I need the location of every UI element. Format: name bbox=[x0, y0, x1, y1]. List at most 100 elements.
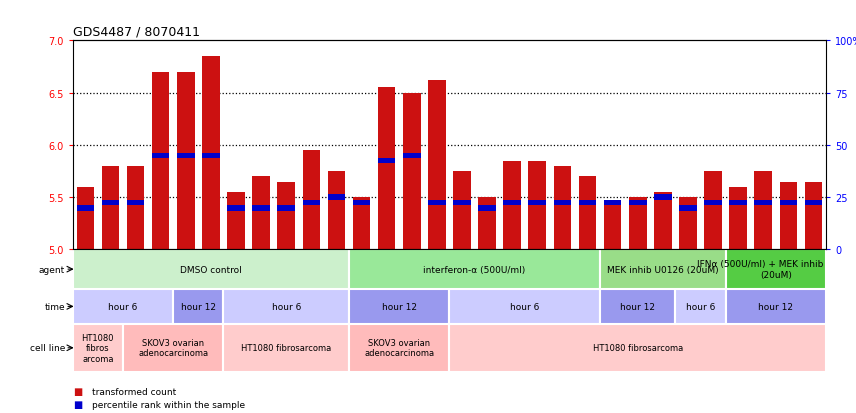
Bar bbox=[704, 200, 722, 206]
Bar bbox=[102, 166, 119, 250]
Bar bbox=[403, 93, 420, 250]
Bar bbox=[554, 200, 571, 206]
Text: hour 12: hour 12 bbox=[621, 302, 655, 311]
Bar bbox=[349, 289, 449, 324]
Text: GDS4487 / 8070411: GDS4487 / 8070411 bbox=[73, 26, 199, 39]
Bar bbox=[805, 182, 823, 250]
Bar bbox=[675, 289, 726, 324]
Bar bbox=[202, 153, 220, 159]
Text: hour 6: hour 6 bbox=[271, 302, 300, 311]
Text: SKOV3 ovarian
adenocarcinoma: SKOV3 ovarian adenocarcinoma bbox=[364, 338, 434, 358]
Bar bbox=[377, 88, 395, 250]
Bar bbox=[579, 177, 597, 250]
Bar bbox=[449, 289, 600, 324]
Bar bbox=[76, 205, 94, 211]
Bar bbox=[223, 324, 349, 372]
Bar bbox=[729, 200, 747, 206]
Text: HT1080 fibrosarcoma: HT1080 fibrosarcoma bbox=[592, 344, 683, 352]
Bar bbox=[805, 200, 823, 206]
Bar bbox=[729, 188, 747, 250]
Text: HT1080
fibros
arcoma: HT1080 fibros arcoma bbox=[81, 333, 114, 363]
Bar bbox=[349, 324, 449, 372]
Bar bbox=[603, 200, 621, 206]
Bar bbox=[353, 200, 371, 206]
Bar bbox=[654, 195, 672, 201]
Text: hour 6: hour 6 bbox=[109, 302, 138, 311]
Bar bbox=[754, 172, 772, 250]
Bar bbox=[503, 200, 521, 206]
Bar bbox=[177, 73, 194, 250]
Text: hour 6: hour 6 bbox=[510, 302, 539, 311]
Text: hour 12: hour 12 bbox=[181, 302, 216, 311]
Bar bbox=[302, 200, 320, 206]
Bar bbox=[253, 205, 270, 211]
Text: IFNα (500U/ml) + MEK inhib U0126
(20uM): IFNα (500U/ml) + MEK inhib U0126 (20uM) bbox=[697, 260, 855, 279]
Bar bbox=[277, 205, 295, 211]
Bar bbox=[453, 200, 471, 206]
Text: ■: ■ bbox=[73, 387, 82, 396]
Bar bbox=[377, 158, 395, 164]
Bar bbox=[503, 161, 521, 250]
Bar bbox=[479, 198, 496, 250]
Bar bbox=[554, 166, 571, 250]
Bar bbox=[528, 200, 546, 206]
Bar bbox=[403, 153, 420, 159]
Bar bbox=[177, 153, 194, 159]
Bar bbox=[127, 200, 145, 206]
Bar bbox=[328, 195, 345, 201]
Text: hour 12: hour 12 bbox=[382, 302, 417, 311]
Text: ■: ■ bbox=[73, 399, 82, 409]
Bar bbox=[600, 250, 726, 289]
Bar bbox=[152, 73, 169, 250]
Bar bbox=[173, 289, 223, 324]
Bar bbox=[679, 198, 697, 250]
Bar bbox=[726, 289, 826, 324]
Bar bbox=[127, 166, 145, 250]
Bar bbox=[428, 81, 446, 250]
Bar bbox=[704, 172, 722, 250]
Bar bbox=[328, 172, 345, 250]
Bar bbox=[479, 205, 496, 211]
Bar bbox=[780, 200, 797, 206]
Bar bbox=[629, 198, 646, 250]
Text: cell line: cell line bbox=[30, 344, 65, 352]
Bar bbox=[726, 250, 826, 289]
Text: HT1080 fibrosarcoma: HT1080 fibrosarcoma bbox=[241, 344, 331, 352]
Text: interferon-α (500U/ml): interferon-α (500U/ml) bbox=[424, 265, 526, 274]
Bar bbox=[73, 289, 173, 324]
Bar bbox=[102, 200, 119, 206]
Bar bbox=[73, 324, 123, 372]
Bar bbox=[679, 205, 697, 211]
Bar bbox=[453, 172, 471, 250]
Bar bbox=[353, 198, 371, 250]
Text: SKOV3 ovarian
adenocarcinoma: SKOV3 ovarian adenocarcinoma bbox=[138, 338, 208, 358]
Bar bbox=[277, 182, 295, 250]
Bar bbox=[754, 200, 772, 206]
Text: transformed count: transformed count bbox=[92, 387, 175, 396]
Bar bbox=[349, 250, 600, 289]
Text: agent: agent bbox=[39, 265, 65, 274]
Bar bbox=[600, 289, 675, 324]
Bar bbox=[629, 200, 646, 206]
Bar bbox=[449, 324, 826, 372]
Bar bbox=[603, 203, 621, 250]
Text: time: time bbox=[45, 302, 65, 311]
Bar bbox=[428, 200, 446, 206]
Bar bbox=[654, 192, 672, 250]
Bar bbox=[528, 161, 546, 250]
Bar bbox=[253, 177, 270, 250]
Text: MEK inhib U0126 (20uM): MEK inhib U0126 (20uM) bbox=[607, 265, 719, 274]
Bar bbox=[227, 192, 245, 250]
Bar bbox=[579, 200, 597, 206]
Bar bbox=[123, 324, 223, 372]
Bar bbox=[227, 205, 245, 211]
Bar bbox=[302, 151, 320, 250]
Text: hour 6: hour 6 bbox=[686, 302, 715, 311]
Bar bbox=[73, 250, 349, 289]
Bar bbox=[780, 182, 797, 250]
Bar bbox=[223, 289, 349, 324]
Text: hour 12: hour 12 bbox=[758, 302, 794, 311]
Bar bbox=[76, 188, 94, 250]
Bar bbox=[152, 153, 169, 159]
Text: DMSO control: DMSO control bbox=[180, 265, 241, 274]
